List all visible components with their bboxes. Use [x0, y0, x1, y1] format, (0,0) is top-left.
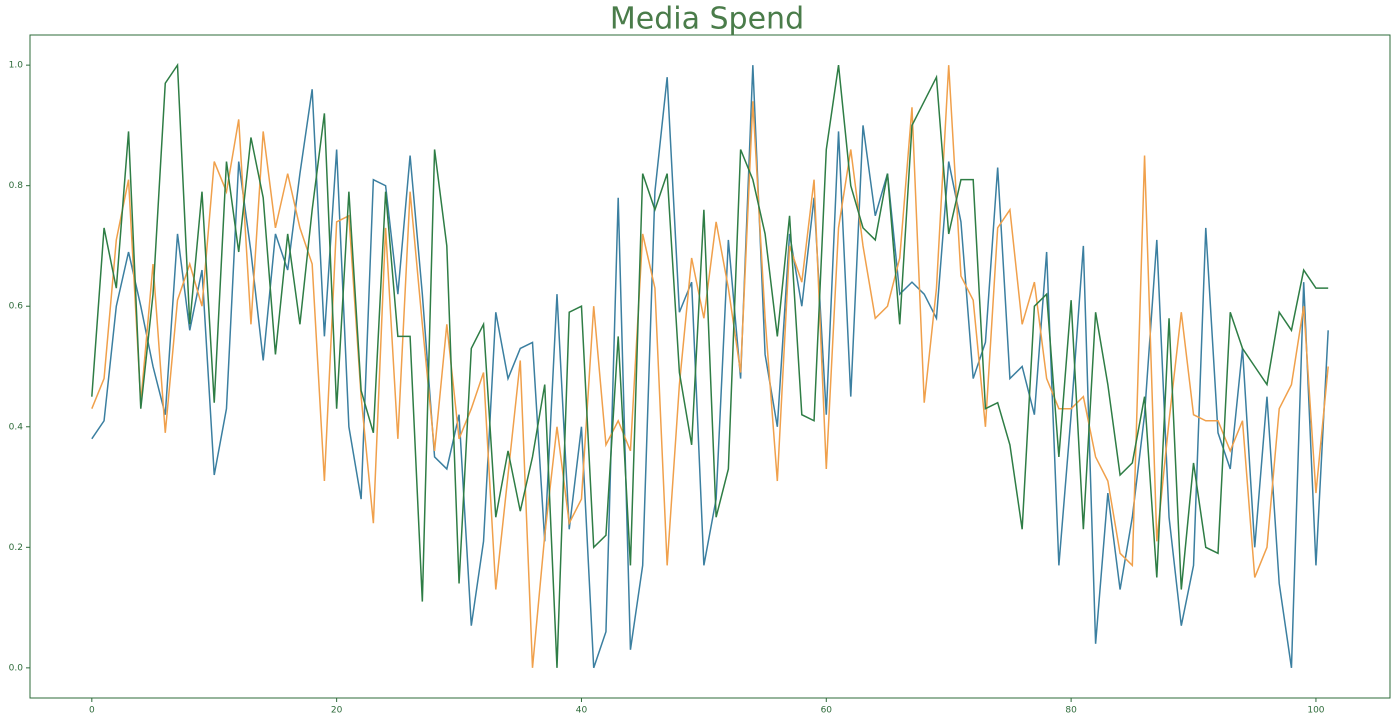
- y-tick-label: 0.0: [9, 663, 24, 673]
- series-line: [91, 65, 1329, 668]
- x-tick-label: 0: [89, 706, 95, 716]
- x-tick-label: 80: [1065, 706, 1077, 716]
- chart-title: Media Spend: [610, 2, 804, 37]
- x-tick-label: 100: [1307, 706, 1324, 716]
- plot-frame: [29, 34, 1391, 699]
- series-line: [91, 62, 1329, 668]
- x-tick-label: 40: [576, 706, 588, 716]
- x-tick-label: 60: [821, 706, 833, 716]
- y-tick-label: 0.4: [9, 422, 24, 432]
- y-tick-label: 0.8: [9, 181, 24, 191]
- y-tick-label: 1.0: [9, 61, 24, 71]
- y-tick-label: 0.2: [9, 543, 23, 553]
- series-line: [91, 65, 1329, 669]
- x-tick-label: 20: [331, 706, 343, 716]
- y-tick-label: 0.6: [9, 302, 24, 312]
